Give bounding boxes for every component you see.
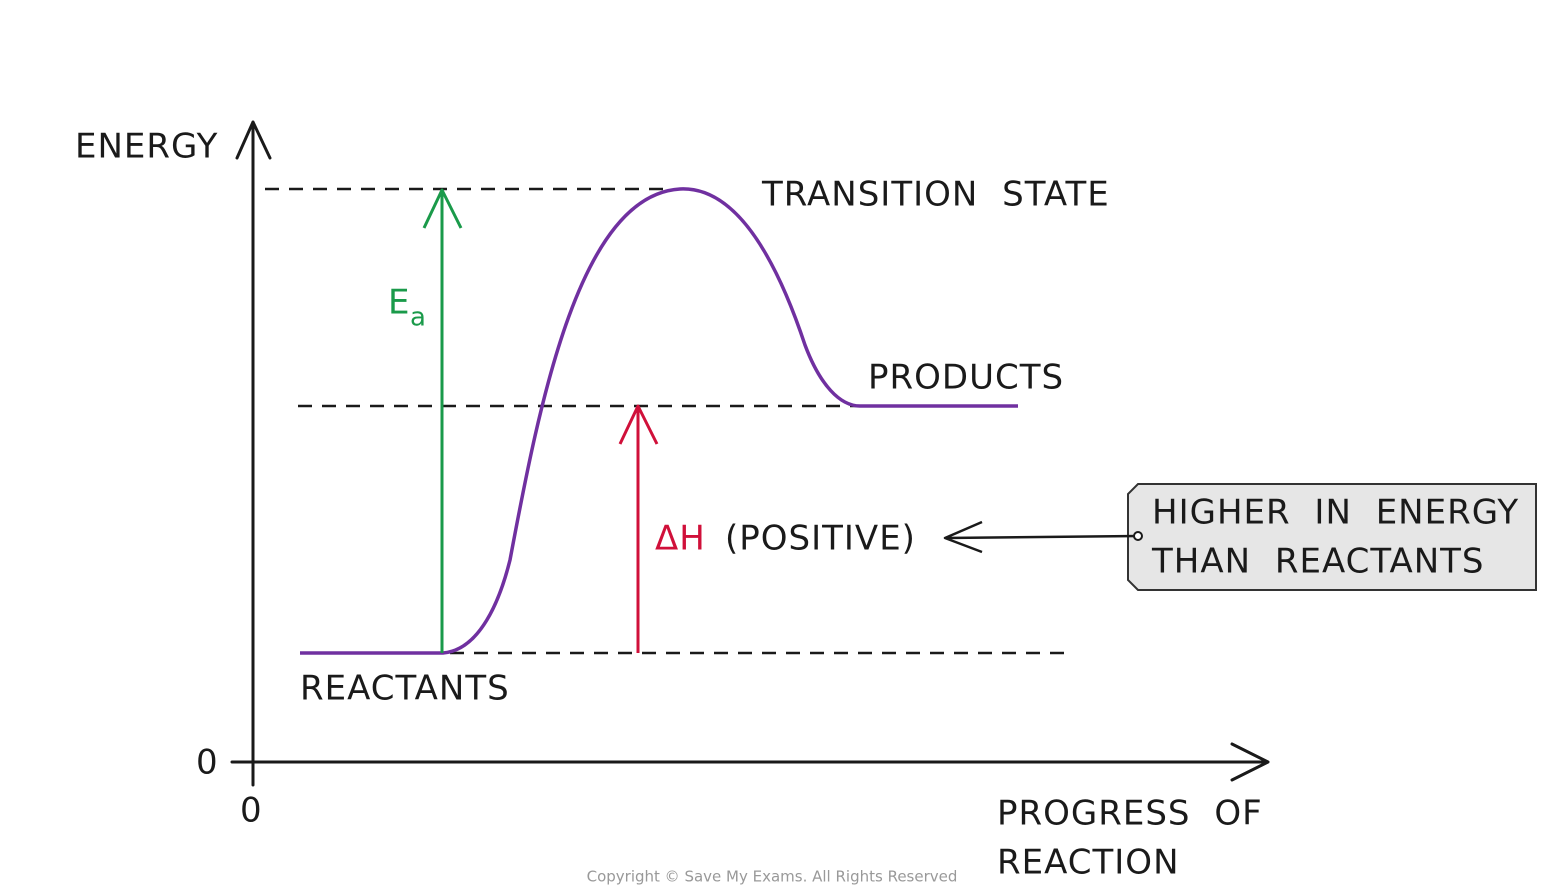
reactants-label: REACTANTS [300, 669, 510, 709]
products-label: PRODUCTS [868, 358, 1064, 398]
y-axis-label: ENERGY [75, 127, 218, 167]
transition-state-label: TRANSITION STATE [761, 175, 1110, 215]
activation-energy-label: E [388, 283, 410, 323]
x-axis-label: PROGRESS OF [997, 794, 1263, 834]
x-zero-label: 0 [240, 791, 263, 831]
enthalpy-arrow [618, 404, 659, 653]
y-axis [235, 120, 272, 787]
callout-box [1127, 483, 1537, 591]
callout-pin [1133, 531, 1143, 541]
y-zero-label: 0 [196, 743, 219, 783]
callout-arrow [943, 520, 1139, 554]
enthalpy-label: ΔH [655, 519, 706, 559]
enthalpy-sign: (POSITIVE) [725, 519, 916, 559]
activation-energy-subscript: a [410, 303, 427, 333]
callout-text: HIGHER IN ENERGY [1152, 493, 1519, 533]
x-axis [230, 742, 1270, 782]
activation-energy-arrow [422, 188, 463, 653]
reaction-curve [300, 187, 1018, 655]
callout-text: THAN REACTANTS [1151, 542, 1485, 582]
x-axis-label: REACTION [997, 843, 1180, 883]
copyright: Copyright © Save My Exams. All Rights Re… [587, 868, 958, 886]
